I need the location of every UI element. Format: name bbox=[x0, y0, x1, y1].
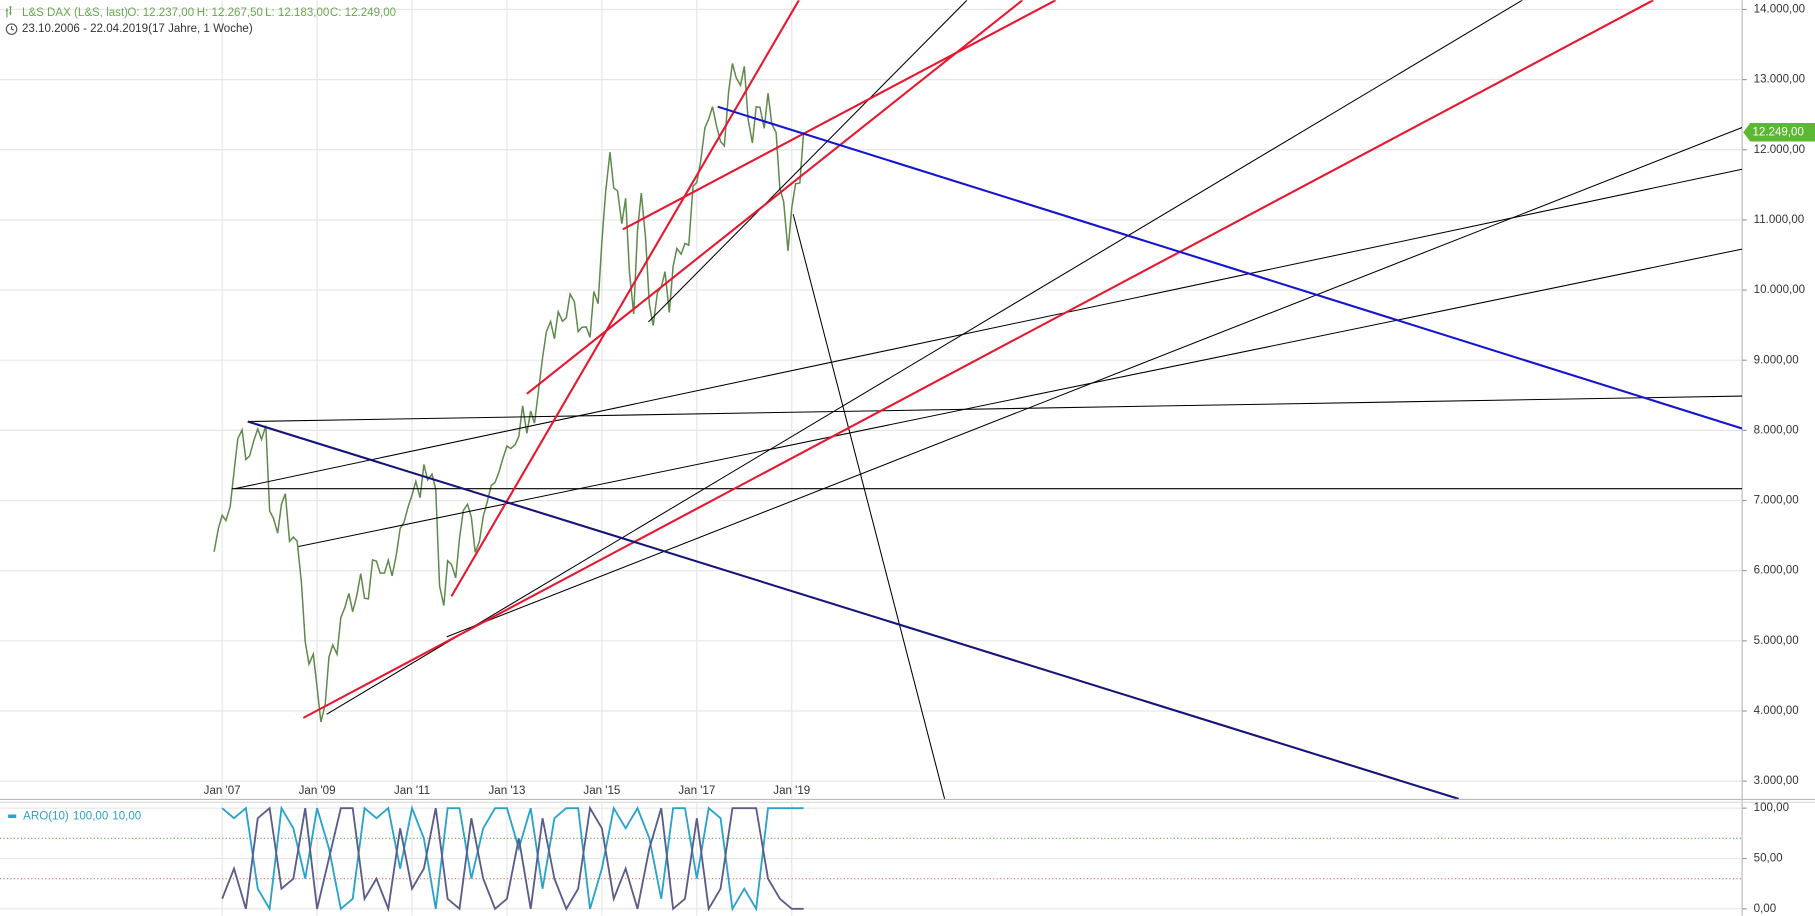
indicator-line bbox=[221, 805, 804, 913]
labels: L&S DAX (L&S, last) O: 12.237,00 H: 12.2… bbox=[5, 4, 1815, 915]
y-tick-label: 13.000,00 bbox=[1754, 74, 1805, 86]
trendline bbox=[648, 0, 968, 323]
y-tick-label: 11.000,00 bbox=[1754, 214, 1805, 226]
x-tick-label: Jan '07 bbox=[204, 785, 241, 797]
clock-hand bbox=[10, 26, 15, 31]
y-tick-label: 14.000,00 bbox=[1754, 4, 1805, 16]
trendline bbox=[717, 105, 1743, 430]
date-range: 23.10.2006 - 22.04.2019 bbox=[22, 23, 148, 35]
x-tick-label: Jan '09 bbox=[299, 785, 336, 797]
trendline bbox=[326, 0, 1523, 715]
trendline bbox=[234, 168, 1743, 490]
y-tick-label: 12.000,00 bbox=[1754, 144, 1805, 156]
last-price-label: 12.249,00 bbox=[1752, 126, 1803, 138]
y-tick-label: 3.000,00 bbox=[1754, 775, 1799, 787]
indicator-param: 100,00 bbox=[73, 810, 108, 822]
x-tick-label: Jan '19 bbox=[773, 785, 810, 797]
y-tick-label: 4.000,00 bbox=[1754, 705, 1799, 717]
x-tick-label: Jan '13 bbox=[488, 785, 525, 797]
x-tick-label: Jan '15 bbox=[583, 785, 620, 797]
x-tick-label: Jan '17 bbox=[678, 785, 715, 797]
last-price-tag bbox=[1743, 123, 1815, 142]
trendline bbox=[792, 214, 946, 799]
trendline bbox=[247, 420, 1460, 799]
ohlc-icon bbox=[5, 5, 12, 18]
quote-close: C: 12.249,00 bbox=[330, 7, 396, 19]
main-plot bbox=[0, 0, 1743, 799]
trendline bbox=[622, 0, 1057, 231]
indicator-plot bbox=[0, 802, 1743, 916]
indicator-param: 10,00 bbox=[112, 810, 141, 822]
quote-high: H: 12.267,50 bbox=[197, 7, 263, 19]
y-tick-label: 9.000,00 bbox=[1754, 354, 1799, 366]
trendline bbox=[526, 0, 1024, 395]
y-tick-label: 0,00 bbox=[1754, 903, 1777, 915]
trendline bbox=[302, 0, 1654, 719]
duration: (17 Jahre, 1 Woche) bbox=[148, 23, 253, 35]
clock-icon bbox=[5, 23, 18, 35]
indicator-line bbox=[221, 804, 804, 912]
price-line bbox=[213, 63, 805, 723]
quote-open: O: 12.237,00 bbox=[127, 7, 194, 19]
trendline bbox=[298, 248, 1743, 548]
x-tick-label: Jan '11 bbox=[394, 785, 430, 797]
y-tick-label: 7.000,00 bbox=[1754, 495, 1799, 507]
y-tick-label: 50,00 bbox=[1754, 853, 1783, 865]
instrument-title: L&S DAX (L&S, last) bbox=[22, 7, 128, 19]
y-tick-label: 5.000,00 bbox=[1754, 635, 1799, 647]
trendline bbox=[446, 127, 1743, 638]
y-tick-label: 6.000,00 bbox=[1754, 565, 1799, 577]
trendline bbox=[450, 0, 800, 597]
trendline bbox=[247, 395, 1743, 423]
y-tick-label: 100,00 bbox=[1754, 802, 1789, 814]
y-tick-label: 10.000,00 bbox=[1754, 284, 1805, 296]
indicator-title: ARO(10) bbox=[23, 810, 69, 822]
quote-low: L: 12.183,00 bbox=[265, 7, 329, 19]
y-tick-label: 8.000,00 bbox=[1754, 424, 1799, 436]
